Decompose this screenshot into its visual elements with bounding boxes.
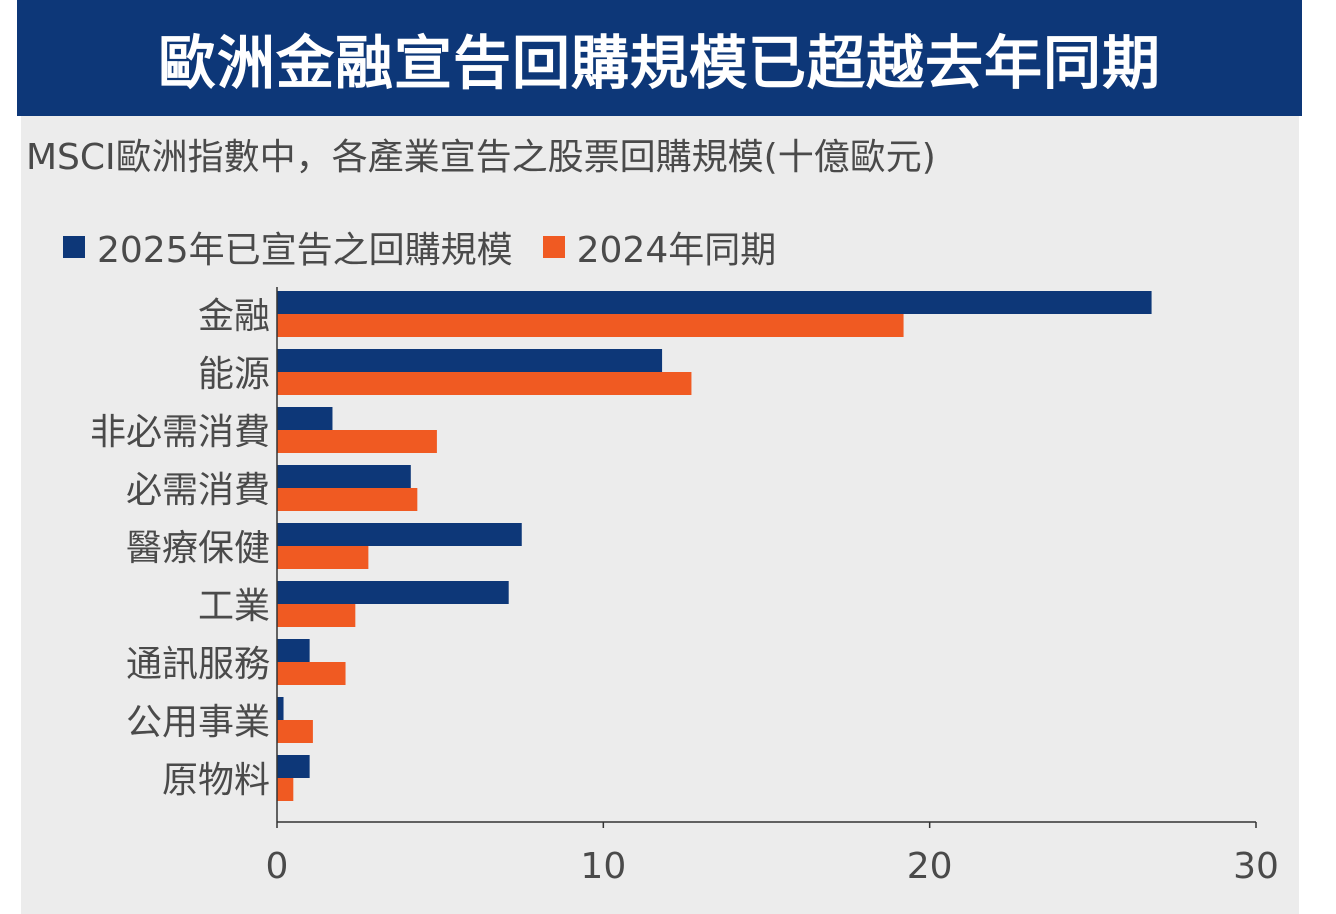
- bar-2025-1: [277, 349, 663, 372]
- x-tick-label-1: 10: [580, 846, 626, 887]
- bar-2024-6: [277, 662, 346, 685]
- bar-2025-4: [277, 523, 522, 546]
- bar-2024-2: [277, 430, 437, 453]
- category-label-3: 必需消費: [126, 470, 270, 511]
- bar-2024-0: [277, 314, 904, 337]
- category-label-2: 非必需消費: [90, 412, 270, 453]
- category-label-1: 能源: [198, 354, 270, 395]
- legend-swatch-2024: [542, 236, 565, 258]
- x-tick-label-2: 20: [907, 846, 953, 887]
- chart-subtitle: MSCI歐洲指數中，各產業宣告之股票回購規模(十億歐元): [26, 137, 936, 178]
- chart-title: 歐洲金融宣告回購規模已超越去年同期: [17, 0, 1302, 116]
- category-label-4: 醫療保健: [126, 528, 270, 569]
- x-tick-label-0: 0: [266, 846, 289, 887]
- category-label-0: 金融: [198, 296, 270, 337]
- legend-label-2025: 2025年已宣告之回購規模: [97, 230, 513, 271]
- bar-2024-8: [277, 778, 294, 801]
- category-label-8: 原物料: [162, 760, 270, 801]
- legend: 2025年已宣告之回購規模 2024年同期: [63, 221, 806, 273]
- x-tick-label-3: 30: [1233, 846, 1279, 887]
- category-label-7: 公用事業: [126, 702, 270, 743]
- chart-panel: [21, 116, 1299, 914]
- bar-2025-6: [277, 639, 310, 662]
- bar-2025-5: [277, 581, 509, 604]
- bar-2025-0: [277, 291, 1152, 314]
- legend-swatch-2025: [63, 236, 85, 258]
- bar-2024-3: [277, 488, 418, 511]
- category-label-6: 通訊服務: [126, 644, 270, 685]
- category-label-5: 工業: [198, 586, 270, 627]
- bar-2024-4: [277, 546, 369, 569]
- legend-item-2024: 2024年同期: [542, 221, 777, 273]
- bar-2024-5: [277, 604, 356, 627]
- legend-item-2025: 2025年已宣告之回購規模: [63, 221, 513, 273]
- bar-2025-2: [277, 407, 333, 430]
- bar-2025-7: [277, 697, 284, 720]
- bar-2025-3: [277, 465, 411, 488]
- legend-label-2024: 2024年同期: [576, 230, 777, 271]
- bar-2025-8: [277, 755, 310, 778]
- bar-2024-7: [277, 720, 313, 743]
- bar-2024-1: [277, 372, 692, 395]
